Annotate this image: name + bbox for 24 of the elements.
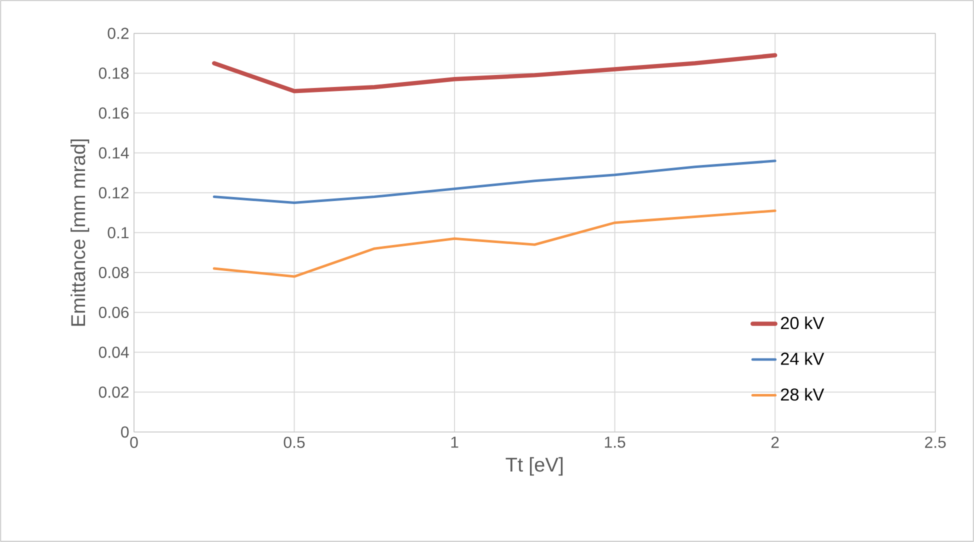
x-tick-label: 1 [451,436,458,448]
y-axis-title: Emittance [mm mrad] [70,139,90,326]
y-tick-label: 0.02 [98,386,128,398]
y-tick-label: 0.14 [98,147,129,159]
y-tick-label: 0.12 [98,187,128,198]
y-tick-label: 0.16 [98,107,129,119]
y-tick-label: 0.04 [98,346,129,358]
line-series [212,53,778,94]
x-tick-label: 1.5 [604,436,626,448]
y-tick-label: 0.1 [108,227,129,238]
y-tick-label: 0.06 [98,306,129,318]
line-series [212,209,776,278]
y-tick-label: 0 [121,426,129,438]
legend-label: 24 kV [780,352,824,365]
x-tick-label: 2 [771,436,779,448]
y-tick-label: 0.2 [108,28,129,39]
legend-label: 20 kV [780,316,824,330]
legend-label: 28 kV [780,388,824,401]
x-tick-label: 0 [130,436,138,448]
x-tick-label: 0.5 [284,436,305,448]
y-tick-label: 0.08 [98,266,129,278]
x-axis-title: Tt [eV] [506,457,563,476]
x-tick-label: 2.5 [925,436,946,448]
y-tick-label: 0.18 [98,68,129,79]
